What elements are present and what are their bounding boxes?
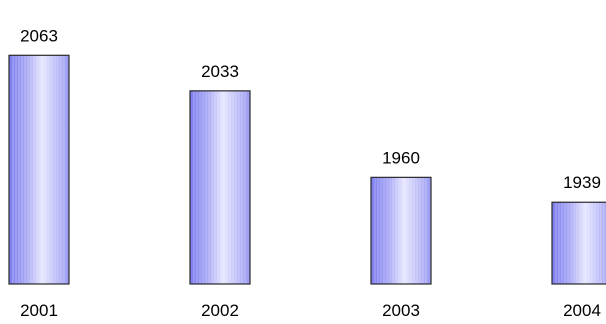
value-label-2004: 1939	[563, 173, 601, 192]
value-labels-group: 2063 2033 1960 1939	[20, 26, 601, 192]
category-label-2002: 2002	[201, 301, 239, 320]
bar-stripes-2002	[193, 91, 246, 283]
bar-stripes-2004	[555, 203, 605, 283]
category-label-2003: 2003	[382, 301, 420, 320]
bar-2002	[189, 90, 251, 285]
value-label-2001: 2063	[20, 26, 58, 45]
bar-stripes-2003	[374, 178, 427, 283]
category-label-2004: 2004	[563, 301, 601, 320]
bar-2004	[551, 201, 606, 285]
category-label-2001: 2001	[20, 301, 58, 320]
category-labels-group: 2001 2002 2003 2004	[20, 301, 601, 320]
value-label-2002: 2033	[201, 62, 239, 81]
bars-group	[8, 54, 606, 285]
bar-2003	[370, 176, 432, 285]
bar-2001	[8, 54, 70, 285]
bar-stripes-2001	[12, 56, 65, 283]
value-label-2003: 1960	[382, 148, 420, 167]
